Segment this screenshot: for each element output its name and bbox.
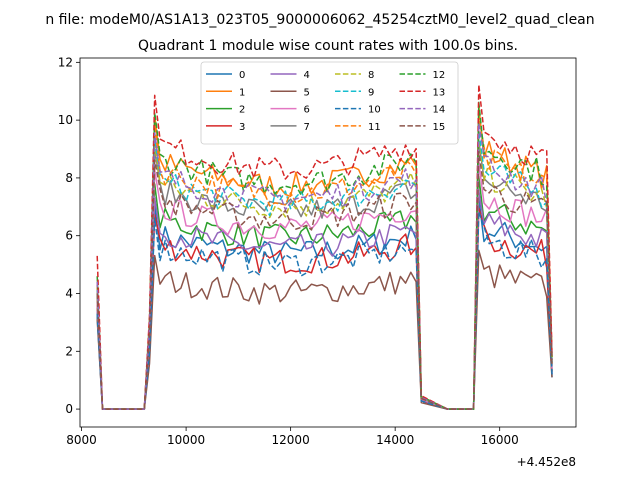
legend-label-15: 15 [433, 122, 446, 133]
legend-label-1: 1 [239, 87, 245, 98]
legend-label-11: 11 [368, 122, 381, 133]
legend-label-7: 7 [304, 122, 310, 133]
legend-label-9: 9 [368, 87, 374, 98]
y-tick-label: 10 [58, 113, 73, 127]
x-axis: 8000 10000 12000 14000 16000 [66, 427, 519, 447]
figure-suptitle: n file: modeM0/AS1A13_023T05_9000006062_… [45, 12, 594, 28]
y-tick-label: 12 [58, 55, 73, 69]
x-tick-label: 12000 [272, 433, 310, 447]
x-offset-text: +4.452e8 [517, 455, 576, 469]
legend-label-10: 10 [368, 105, 381, 116]
series-line-10 [96, 210, 553, 410]
x-tick-label: 8000 [66, 433, 97, 447]
y-tick-label: 4 [65, 287, 73, 301]
y-tick-label: 8 [65, 171, 73, 185]
legend-label-2: 2 [239, 105, 245, 116]
legend-label-0: 0 [239, 70, 245, 81]
x-tick-label: 16000 [481, 433, 519, 447]
legend-box [200, 61, 459, 145]
legend-label-3: 3 [239, 122, 245, 133]
series-line-4 [96, 189, 553, 410]
series-line-14 [96, 122, 553, 410]
legend-label-6: 6 [304, 105, 310, 116]
series-line-9 [96, 129, 553, 410]
legend-label-12: 12 [433, 70, 446, 81]
plot-frame [79, 57, 577, 428]
series-line-11 [96, 115, 553, 410]
series-line-3 [96, 207, 553, 410]
series-line-13 [96, 84, 553, 410]
legend-label-13: 13 [433, 87, 446, 98]
legend-label-14: 14 [433, 105, 446, 116]
series-line-7 [96, 140, 553, 410]
legend-label-4: 4 [304, 70, 310, 81]
y-tick-label: 2 [65, 344, 73, 358]
plot-lines [96, 84, 553, 410]
x-tick-label: 10000 [167, 433, 205, 447]
series-line-12 [96, 101, 553, 410]
y-axis: 0 2 4 6 8 10 12 [58, 55, 80, 416]
legend-label-5: 5 [304, 87, 310, 98]
chart-title: Quadrant 1 module wise count rates with … [138, 38, 518, 54]
legend-label-8: 8 [368, 70, 374, 81]
series-line-2 [96, 175, 553, 410]
y-tick-label: 0 [65, 402, 73, 416]
y-tick-label: 6 [65, 229, 73, 243]
series-line-5 [96, 249, 553, 410]
x-tick-label: 14000 [376, 433, 414, 447]
series-line-0 [96, 196, 553, 410]
series-line-1 [96, 105, 553, 410]
series-line-6 [96, 161, 553, 410]
series-line-15 [96, 150, 553, 410]
